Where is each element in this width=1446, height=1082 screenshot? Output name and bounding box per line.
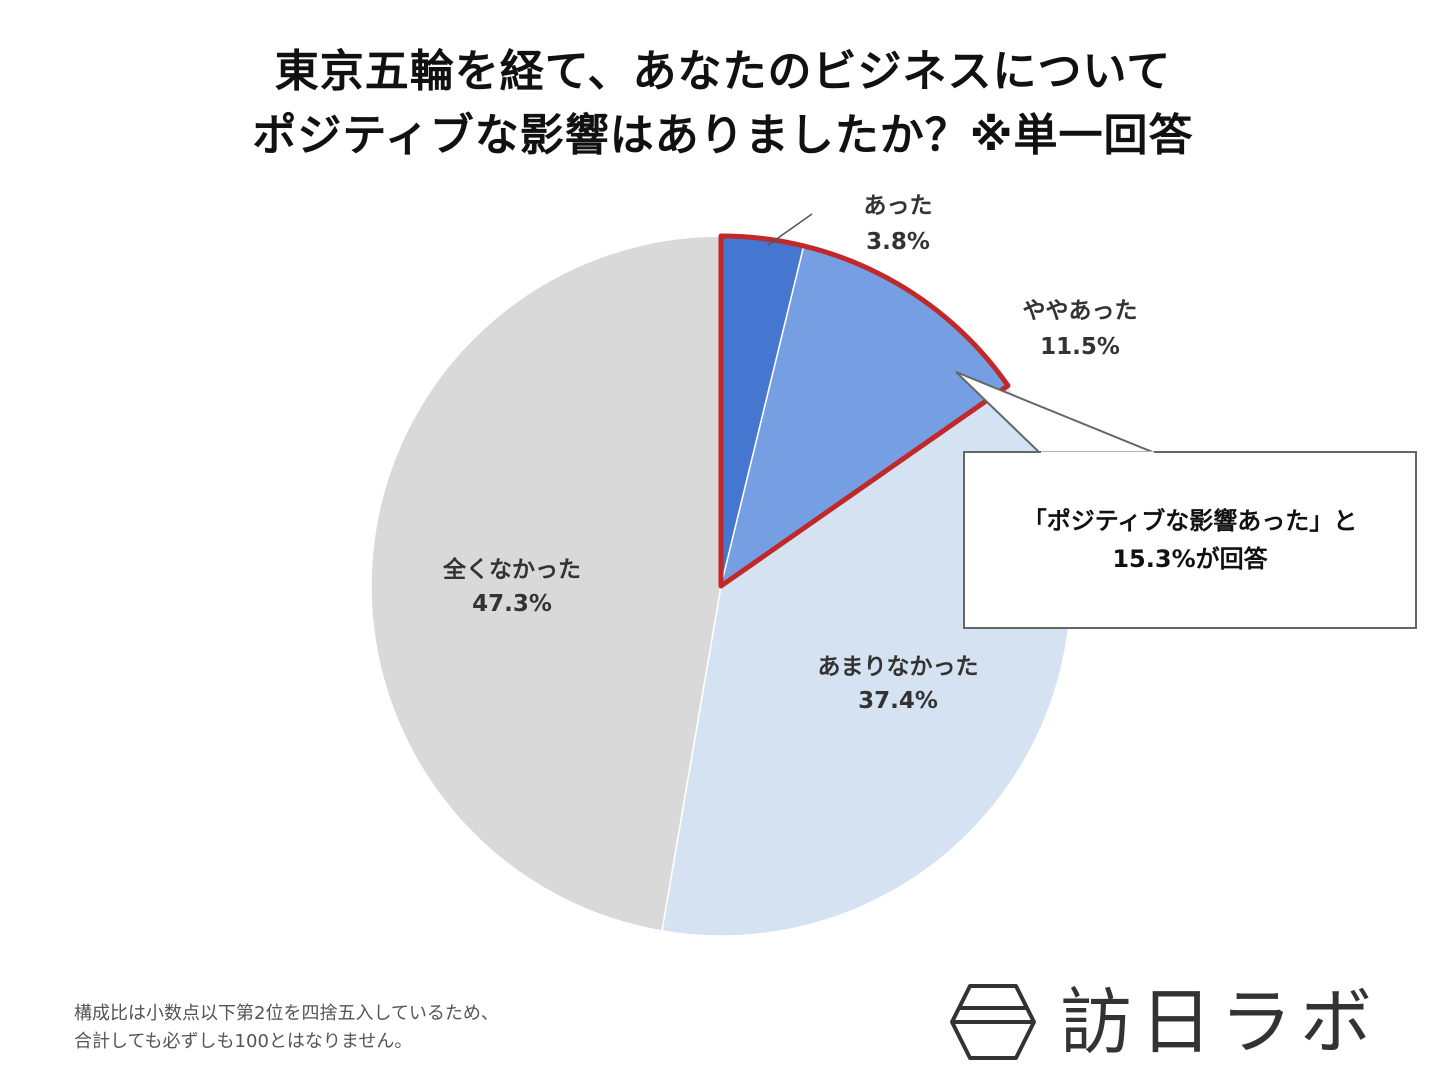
label-mattaku-value: 47.3%: [472, 591, 552, 617]
callout-box: 「ポジティブな影響あった」と 15.3%が回答: [964, 452, 1416, 628]
callout-line1: 「ポジティブな影響あった」と: [1022, 507, 1358, 535]
label-yaya-name: ややあった: [1023, 298, 1138, 324]
chart-title-line2: ポジティブな影響はありましたか？※単一回答: [252, 110, 1194, 161]
hexagon-logo-icon: [950, 984, 1036, 1060]
slice-mattaku-nakatta: [370, 235, 722, 932]
callout-box-frame: [963, 451, 1417, 629]
label-atta-name: あった: [864, 193, 933, 219]
callout-line2: 15.3%が回答: [1112, 545, 1268, 573]
label-yaya-value: 11.5%: [1040, 334, 1120, 360]
footnote: 構成比は小数点以下第2位を四捨五入しているため、 合計しても必ずしも100とはな…: [74, 1000, 499, 1056]
leader-line: [767, 213, 813, 246]
label-amari-value: 37.4%: [858, 688, 938, 714]
logo: 訪日ラボ: [948, 980, 1398, 1064]
footnote-line1: 構成比は小数点以下第2位を四捨五入しているため、: [74, 1003, 499, 1024]
footnote-line2: 合計しても必ずしも100とはなりません。: [74, 1031, 413, 1052]
chart-title-line1: 東京五輪を経て、あなたのビジネスについて: [274, 46, 1172, 97]
label-amari-name: あまりなかった: [818, 654, 979, 680]
logo-text: 訪日ラボ: [1060, 980, 1381, 1064]
chart-title: 東京五輪を経て、あなたのビジネスについて ポジティブな影響はありましたか？※単一…: [0, 40, 1446, 168]
label-atta-value: 3.8%: [866, 229, 930, 255]
label-mattaku-name: 全くなかった: [442, 556, 581, 583]
highlight-outline: [718, 233, 1011, 589]
